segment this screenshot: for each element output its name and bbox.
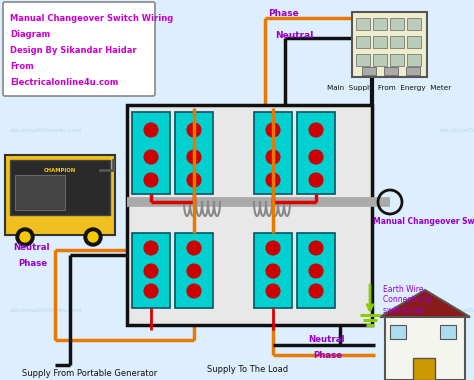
Bar bbox=[132, 112, 170, 194]
Circle shape bbox=[266, 284, 280, 298]
Bar bbox=[407, 36, 421, 48]
Circle shape bbox=[309, 173, 323, 187]
Bar bbox=[385, 315, 465, 380]
FancyBboxPatch shape bbox=[3, 2, 155, 96]
Bar bbox=[440, 325, 456, 339]
Circle shape bbox=[309, 150, 323, 164]
Bar bbox=[390, 54, 404, 66]
Bar bbox=[254, 112, 292, 194]
Text: Design By Sikandar Haidar: Design By Sikandar Haidar bbox=[10, 46, 137, 55]
Bar bbox=[384, 67, 398, 75]
Text: Electricalonline4u.com: Electricalonline4u.com bbox=[10, 78, 118, 87]
Text: electricalOnline4u.com: electricalOnline4u.com bbox=[440, 128, 474, 133]
Circle shape bbox=[309, 264, 323, 278]
Text: Manual Changeover Switch Wiring: Manual Changeover Switch Wiring bbox=[10, 14, 173, 23]
Circle shape bbox=[187, 173, 201, 187]
Text: Phase: Phase bbox=[313, 350, 342, 359]
Bar bbox=[356, 18, 370, 30]
Text: electricalOnline4u.com: electricalOnline4u.com bbox=[300, 217, 373, 223]
Circle shape bbox=[187, 264, 201, 278]
Bar bbox=[175, 233, 213, 308]
Text: Neutral: Neutral bbox=[308, 336, 345, 345]
Text: Supply To The Load: Supply To The Load bbox=[208, 366, 289, 375]
Bar bbox=[407, 18, 421, 30]
Text: electricalOnline4u.com: electricalOnline4u.com bbox=[300, 307, 373, 312]
Circle shape bbox=[266, 264, 280, 278]
Circle shape bbox=[309, 241, 323, 255]
Bar bbox=[127, 105, 372, 325]
Text: Neutral: Neutral bbox=[275, 30, 313, 40]
Text: electricalOnline4u.com: electricalOnline4u.com bbox=[160, 128, 232, 133]
Text: Phase: Phase bbox=[18, 258, 47, 268]
Bar bbox=[297, 233, 335, 308]
Circle shape bbox=[144, 264, 158, 278]
Bar bbox=[297, 112, 335, 194]
Text: Manual Changeover Switch: Manual Changeover Switch bbox=[373, 217, 474, 226]
Circle shape bbox=[144, 173, 158, 187]
Text: CHAMPION: CHAMPION bbox=[44, 168, 76, 173]
Text: Main  Supply  From  Energy  Meter: Main Supply From Energy Meter bbox=[328, 85, 452, 91]
Bar bbox=[254, 233, 292, 308]
Bar bbox=[373, 36, 387, 48]
Circle shape bbox=[266, 150, 280, 164]
Bar bbox=[407, 54, 421, 66]
Bar bbox=[175, 112, 213, 194]
Circle shape bbox=[16, 228, 34, 246]
Bar bbox=[356, 36, 370, 48]
Circle shape bbox=[266, 241, 280, 255]
Circle shape bbox=[266, 123, 280, 137]
Bar bbox=[390, 36, 404, 48]
Circle shape bbox=[144, 241, 158, 255]
Text: electricalOnline4u.com: electricalOnline4u.com bbox=[440, 307, 474, 312]
Bar bbox=[373, 18, 387, 30]
Circle shape bbox=[266, 173, 280, 187]
Text: From: From bbox=[10, 62, 34, 71]
Text: Phase: Phase bbox=[268, 10, 299, 19]
Circle shape bbox=[187, 150, 201, 164]
Circle shape bbox=[144, 150, 158, 164]
Circle shape bbox=[84, 228, 102, 246]
Bar bbox=[406, 67, 420, 75]
Bar bbox=[413, 358, 435, 380]
Bar bbox=[132, 233, 170, 308]
Circle shape bbox=[187, 284, 201, 298]
Text: Earth Wire
Connectin to
switch box: Earth Wire Connectin to switch box bbox=[383, 285, 432, 315]
Text: electricalOnline4u.com: electricalOnline4u.com bbox=[300, 128, 373, 133]
Text: Neutral: Neutral bbox=[13, 244, 49, 252]
Bar bbox=[373, 54, 387, 66]
Circle shape bbox=[144, 284, 158, 298]
Text: Supply From Portable Generator: Supply From Portable Generator bbox=[22, 369, 158, 377]
Text: electricalOnline4u.com: electricalOnline4u.com bbox=[10, 307, 82, 312]
Circle shape bbox=[309, 284, 323, 298]
Bar bbox=[390, 325, 406, 339]
Bar bbox=[356, 54, 370, 66]
Circle shape bbox=[187, 241, 201, 255]
Bar bbox=[390, 18, 404, 30]
Text: electricalOnline4u.com: electricalOnline4u.com bbox=[10, 217, 82, 223]
Circle shape bbox=[144, 123, 158, 137]
Text: electricalOnline4u.com: electricalOnline4u.com bbox=[10, 128, 82, 133]
Text: electricalOnline4u.com: electricalOnline4u.com bbox=[160, 307, 232, 312]
Bar bbox=[15, 175, 65, 210]
Bar bbox=[352, 12, 427, 77]
Circle shape bbox=[309, 123, 323, 137]
Bar bbox=[5, 155, 115, 235]
Circle shape bbox=[187, 123, 201, 137]
Circle shape bbox=[20, 232, 30, 242]
Circle shape bbox=[88, 232, 98, 242]
Text: electricalOnline4u.com: electricalOnline4u.com bbox=[440, 217, 474, 223]
Bar bbox=[10, 160, 110, 215]
Text: electricalOnline4u.com: electricalOnline4u.com bbox=[160, 217, 232, 223]
Polygon shape bbox=[380, 290, 470, 317]
Text: Diagram: Diagram bbox=[10, 30, 50, 39]
Bar bbox=[362, 67, 376, 75]
